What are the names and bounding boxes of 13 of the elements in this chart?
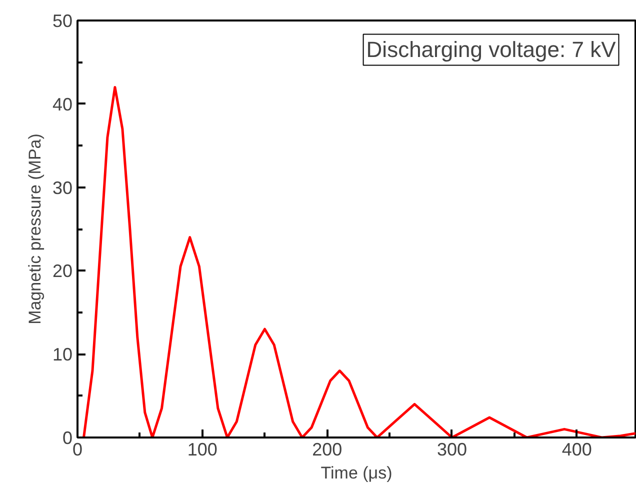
x-tick-label: 300 [436, 440, 468, 460]
y-tick-label: 40 [52, 94, 73, 114]
y-tick-label: 10 [52, 344, 73, 365]
y-axis-title: Magnetic pressure (MPa) [25, 134, 44, 324]
x-tick-label: 200 [312, 440, 342, 460]
line-series [82, 86, 636, 438]
x-tick-label: 400 [562, 440, 592, 460]
y-tick-label: 50 [52, 11, 73, 31]
annotation: Discharging voltage: 7 kV [366, 37, 616, 62]
x-axis-title: Time (μs) [320, 464, 392, 482]
y-tick-label: 20 [52, 261, 73, 282]
y-tick-label: 30 [52, 178, 73, 198]
x-tick-label: 100 [187, 440, 218, 460]
